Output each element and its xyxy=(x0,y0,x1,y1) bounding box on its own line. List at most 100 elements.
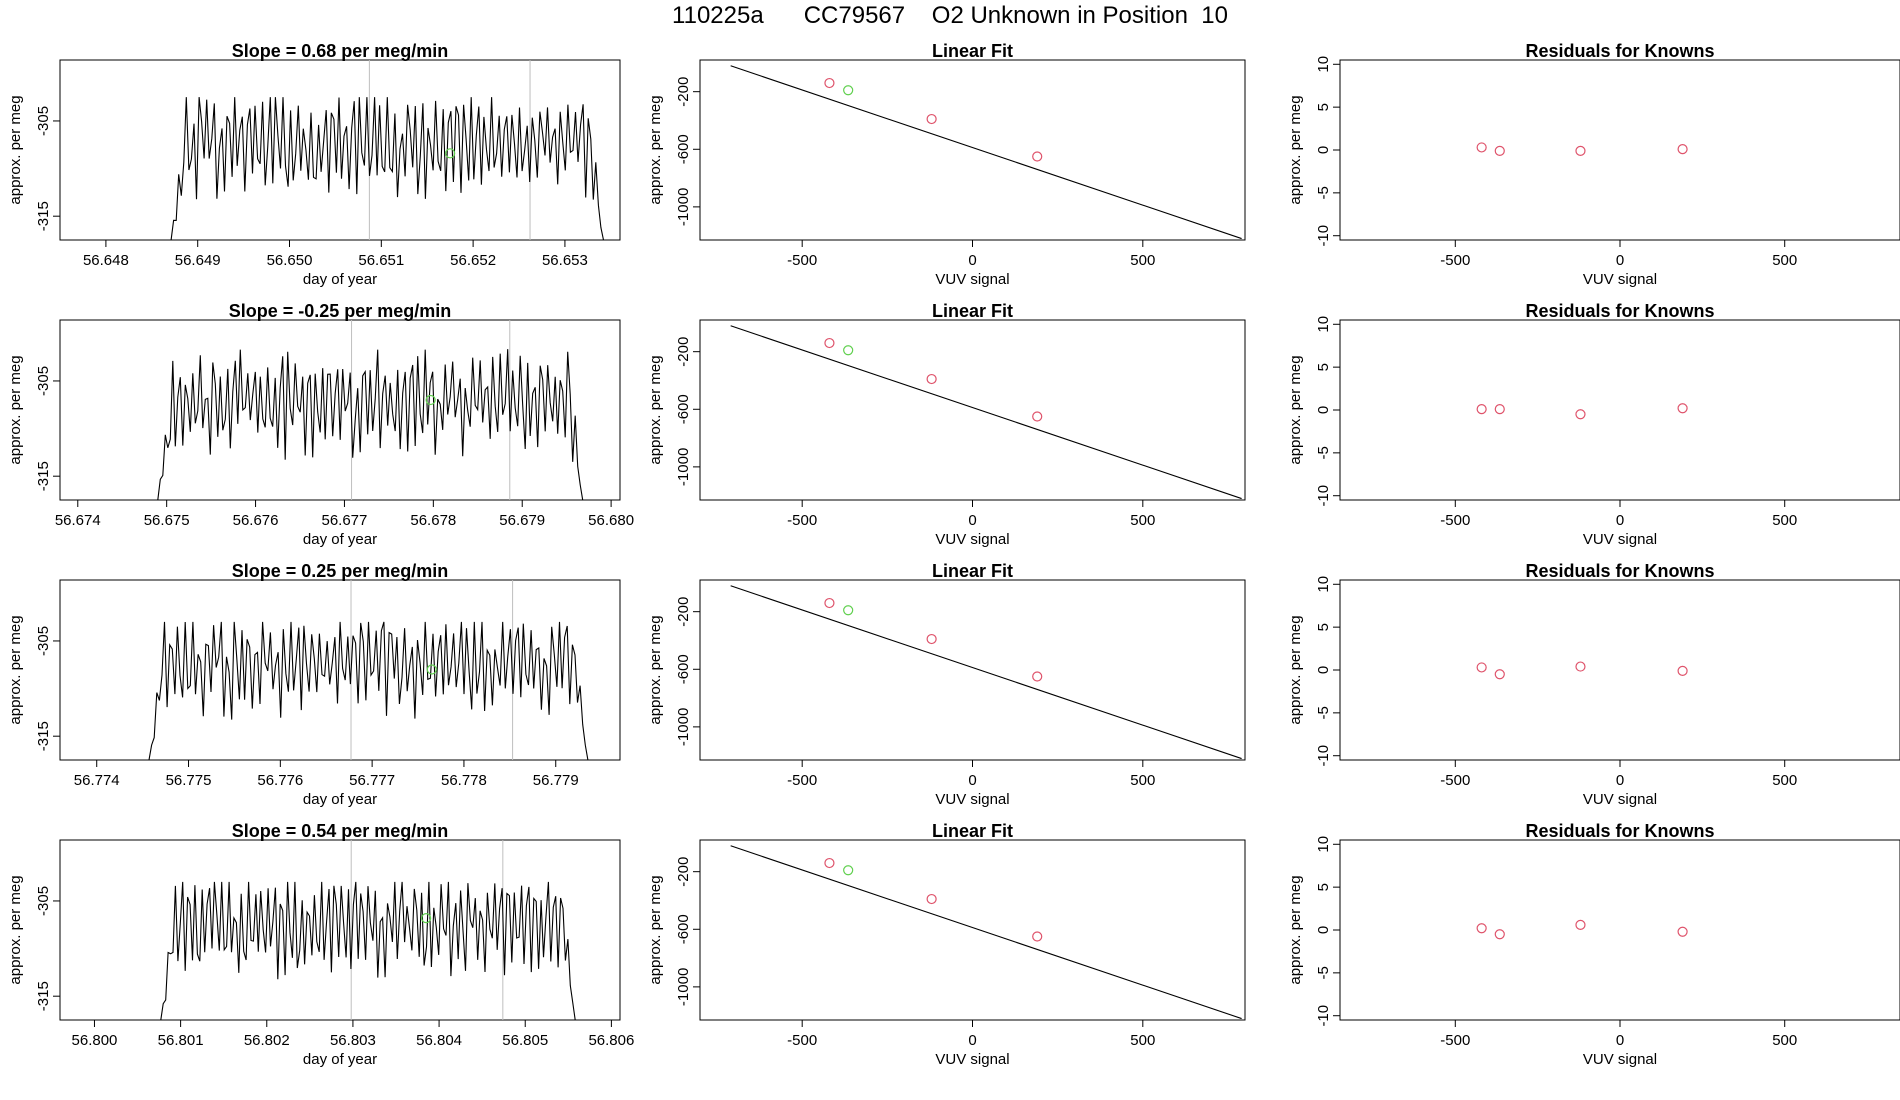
x-tick-label: -500 xyxy=(787,1032,817,1049)
residual-point xyxy=(1494,929,1505,940)
residual-point xyxy=(1677,144,1688,155)
x-tick-label: 56.677 xyxy=(321,512,367,529)
known-point xyxy=(1032,151,1043,162)
residual-point xyxy=(1476,923,1487,934)
y-tick-label: 5 xyxy=(1315,103,1332,111)
residual-point xyxy=(1494,145,1505,156)
x-tick-label: 500 xyxy=(1772,252,1797,269)
x-tick-label: 500 xyxy=(1130,1032,1155,1049)
known-point xyxy=(824,857,835,869)
residual-point xyxy=(1476,662,1487,673)
plot-frame xyxy=(1339,319,1900,501)
unknown-point xyxy=(421,912,432,924)
chart-title: Residuals for Knowns xyxy=(1525,41,1714,61)
y-tick-label: -200 xyxy=(675,337,692,367)
x-tick-label: 56.653 xyxy=(542,252,588,269)
chart-title: Residuals for Knowns xyxy=(1525,561,1714,581)
plot-frame xyxy=(59,579,621,761)
x-axis-label: day of year xyxy=(303,531,377,548)
plot-frame xyxy=(699,579,1246,761)
x-tick-label: 56.674 xyxy=(55,512,101,529)
x-axis-label: day of year xyxy=(303,1051,377,1068)
y-tick-label: -5 xyxy=(1315,446,1332,459)
chart-panel-4-1: Slope = 0.54 per meg/min 56.800 56.801 56.8… xyxy=(7,821,634,1068)
x-tick-label: 0 xyxy=(968,1032,976,1049)
known-point xyxy=(1032,671,1043,682)
x-tick-label: -500 xyxy=(787,512,817,529)
chart-panel-3-1: Slope = 0.25 per meg/min 56.774 56.775 56.7… xyxy=(7,561,621,808)
residual-point xyxy=(1677,403,1688,414)
known-point xyxy=(1032,931,1043,942)
residual-point xyxy=(1575,409,1586,420)
chart-panel-3-3: Residuals for Knowns -500 0 500 VUV signal 10… xyxy=(1287,561,1900,808)
y-tick-label: 10 xyxy=(1315,836,1332,853)
y-tick-label: 5 xyxy=(1315,363,1332,371)
fit-line xyxy=(730,585,1242,760)
y-tick-label: -1000 xyxy=(675,448,692,486)
residual-point xyxy=(1575,919,1586,930)
residual-point xyxy=(1476,404,1487,415)
unknown-point xyxy=(445,148,456,159)
plot-frame xyxy=(699,839,1246,1021)
y-tick-label: -600 xyxy=(675,654,692,684)
chart-panel-2-3: Residuals for Knowns -500 0 500 VUV signal 10… xyxy=(1287,301,1900,548)
residual-point xyxy=(1494,669,1505,680)
plot-frame xyxy=(59,319,621,501)
unknown-point xyxy=(843,605,854,616)
x-tick-label: 56.805 xyxy=(502,1032,548,1049)
y-tick-label: -600 xyxy=(675,914,692,944)
x-tick-label: 56.801 xyxy=(158,1032,204,1049)
signal-trace xyxy=(160,881,576,1021)
x-tick-label: 0 xyxy=(968,772,976,789)
unknown-point xyxy=(843,85,854,96)
y-tick-label: -10 xyxy=(1315,1005,1332,1027)
chart-title: Slope = 0.68 per meg/min xyxy=(232,41,449,61)
y-tick-label: 0 xyxy=(1315,926,1332,934)
chart-panel-1-2: Linear Fit -500 0 500 VUV signal -200 -600 -100… xyxy=(647,41,1246,288)
x-tick-label: 56.800 xyxy=(72,1032,118,1049)
known-point xyxy=(824,337,835,349)
plot-frame xyxy=(59,839,621,1021)
y-tick-label: -315 xyxy=(35,461,52,491)
plot-frame xyxy=(1339,59,1900,241)
signal-trace xyxy=(170,97,605,241)
chart-panel-4-3: Residuals for Knowns -500 0 500 VUV signal 10… xyxy=(1287,821,1900,1068)
x-tick-label: 500 xyxy=(1772,512,1797,529)
unknown-point xyxy=(843,345,854,356)
plot-frame xyxy=(1339,839,1900,1021)
y-tick-label: -200 xyxy=(675,857,692,887)
x-axis-label: VUV signal xyxy=(1583,271,1657,288)
x-axis-label: VUV signal xyxy=(935,271,1009,288)
residual-point xyxy=(1476,142,1487,153)
y-tick-label: 10 xyxy=(1315,576,1332,593)
x-tick-label: 56.648 xyxy=(83,252,129,269)
x-tick-label: -500 xyxy=(1440,252,1470,269)
x-tick-label: -500 xyxy=(1440,772,1470,789)
chart-panel-1-1: Slope = 0.68 per meg/min 56.648 56.649 56.6… xyxy=(7,41,621,288)
residual-point xyxy=(1677,926,1688,937)
residual-point xyxy=(1575,145,1586,156)
y-axis-label: approx. per meg xyxy=(647,95,664,204)
y-tick-label: -315 xyxy=(35,201,52,231)
y-axis-label: approx. per meg xyxy=(647,355,664,464)
y-axis-label: approx. per meg xyxy=(1287,355,1304,464)
y-axis-label: approx. per meg xyxy=(7,355,24,464)
plot-frame xyxy=(699,59,1246,241)
unknown-point xyxy=(426,664,437,675)
chart-title: Residuals for Knowns xyxy=(1525,301,1714,321)
y-tick-label: 0 xyxy=(1315,146,1332,154)
plot-frame xyxy=(1339,579,1900,761)
y-tick-label: -305 xyxy=(35,626,52,656)
y-tick-label: -10 xyxy=(1315,745,1332,767)
chart-title: Linear Fit xyxy=(932,821,1013,841)
plot-frame xyxy=(59,59,621,241)
x-tick-label: 56.802 xyxy=(244,1032,290,1049)
page-title: 110225a CC79567 O2 Unknown in Position 1… xyxy=(672,2,1228,29)
y-axis-label: approx. per meg xyxy=(7,875,24,984)
y-tick-label: 0 xyxy=(1315,406,1332,414)
y-axis-label: approx. per meg xyxy=(647,875,664,984)
x-tick-label: 0 xyxy=(1616,772,1624,789)
x-tick-label: 500 xyxy=(1130,252,1155,269)
x-tick-label: 0 xyxy=(968,512,976,529)
